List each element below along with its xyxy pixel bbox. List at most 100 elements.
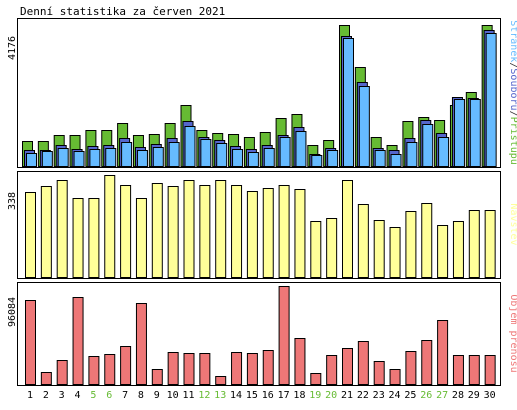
bar-middle-n-v-t-v-11	[183, 180, 195, 278]
bar-middle-n-v-t-v-29	[468, 210, 480, 278]
bar-middle-n-v-t-v-4	[72, 198, 84, 278]
x-tick-label-30: 30	[484, 390, 496, 401]
legend-label-bottom: Objem přenosu	[508, 294, 517, 372]
bar-top-str-nek-30	[485, 33, 497, 167]
x-tick-label-22: 22	[357, 390, 369, 401]
bar-bottom-objem-p-enosu-26	[421, 340, 433, 385]
y-max-label-middle: 338	[7, 192, 18, 210]
x-tick-label-12: 12	[198, 390, 210, 401]
bar-middle-n-v-t-v-21	[342, 180, 353, 278]
bar-top-str-nek-28	[453, 99, 465, 167]
bar-top-str-nek-29	[469, 99, 481, 167]
panel-frame-top	[17, 18, 501, 168]
legend-label-part: Souborů	[508, 68, 517, 110]
chart-title: Denní statistika za červen 2021	[20, 5, 225, 18]
legend-label-part: Stránek	[508, 20, 517, 62]
bar-bottom-objem-p-enosu-9	[151, 369, 163, 385]
bar-middle-n-v-t-v-1	[25, 192, 36, 278]
bar-middle-n-v-t-v-24	[389, 227, 401, 278]
bar-bottom-objem-p-enosu-8	[135, 303, 147, 385]
bar-bottom-objem-p-enosu-11	[183, 353, 195, 385]
x-tick-label-17: 17	[278, 390, 290, 401]
bar-bottom-objem-p-enosu-20	[326, 355, 338, 385]
x-tick-label-16: 16	[262, 390, 274, 401]
bar-top-str-nek-10	[168, 142, 180, 167]
bar-top-str-nek-14	[232, 149, 244, 167]
bar-middle-n-v-t-v-28	[452, 221, 464, 278]
x-tick-label-5: 5	[90, 390, 96, 401]
bar-bottom-objem-p-enosu-14	[231, 352, 243, 385]
bar-top-str-nek-21	[343, 38, 354, 167]
panel-frame-bottom	[17, 282, 501, 386]
legend-label-part: /	[508, 62, 517, 68]
bar-middle-n-v-t-v-12	[199, 185, 211, 278]
bar-middle-n-v-t-v-13	[215, 180, 227, 278]
legend-label-middle: Návštěv	[508, 203, 517, 245]
bar-top-str-nek-26	[422, 124, 434, 167]
bar-top-str-nek-23	[374, 150, 386, 167]
bar-bottom-objem-p-enosu-13	[215, 376, 227, 385]
panels: 4176Stránek/Souborů/Přístupů338Návštěv96…	[7, 18, 517, 401]
bar-top-str-nek-17	[279, 137, 291, 167]
x-tick-label-14: 14	[230, 390, 242, 401]
bar-middle-n-v-t-v-14	[231, 185, 243, 278]
legend-label-top: Stránek/Souborů/Přístupů	[508, 20, 517, 165]
y-max-label-bottom: 96084	[7, 297, 18, 327]
bar-bottom-objem-p-enosu-6	[104, 354, 116, 385]
x-tick-label-29: 29	[468, 390, 480, 401]
bar-middle-n-v-t-v-2	[40, 186, 52, 278]
bar-bottom-objem-p-enosu-28	[452, 355, 464, 385]
bar-bottom-objem-p-enosu-12	[199, 353, 211, 385]
bar-top-str-nek-4	[73, 151, 85, 167]
bar-middle-n-v-t-v-22	[357, 204, 369, 278]
bar-top-str-nek-13	[216, 143, 228, 167]
x-tick-label-15: 15	[246, 390, 258, 401]
x-tick-label-4: 4	[75, 390, 81, 401]
y-max-label-top: 4176	[7, 36, 18, 60]
bar-bottom-objem-p-enosu-18	[294, 338, 306, 385]
bar-middle-n-v-t-v-10	[167, 186, 179, 278]
x-tick-label-21: 21	[341, 390, 353, 401]
bar-top-str-nek-8	[136, 150, 148, 167]
x-tick-label-8: 8	[138, 390, 144, 401]
bar-middle-n-v-t-v-7	[120, 185, 132, 278]
x-tick-label-9: 9	[154, 390, 160, 401]
bar-top-str-nek-12	[200, 139, 212, 167]
bar-top-str-nek-6	[105, 148, 117, 167]
bar-top-str-nek-22	[358, 86, 370, 167]
bar-middle-n-v-t-v-8	[135, 198, 147, 278]
bar-top-str-nek-24	[390, 154, 402, 167]
bar-middle-n-v-t-v-15	[246, 191, 258, 278]
bar-middle-n-v-t-v-19	[310, 221, 322, 278]
bar-middle-n-v-t-v-3	[56, 180, 68, 278]
bar-bottom-objem-p-enosu-5	[88, 356, 100, 385]
bar-top-str-nek-19	[311, 155, 323, 167]
bar-middle-n-v-t-v-6	[104, 175, 116, 278]
bar-middle-n-v-t-v-20	[326, 218, 338, 278]
x-tick-label-1: 1	[27, 390, 33, 401]
legend-label-part: Přístupů	[508, 117, 517, 165]
bar-top-str-nek-25	[406, 142, 418, 167]
x-tick-label-2: 2	[43, 390, 49, 401]
x-tick-label-28: 28	[452, 390, 464, 401]
bar-bottom-objem-p-enosu-30	[484, 355, 496, 385]
legend-label-part: /	[508, 111, 517, 117]
bar-middle-n-v-t-v-27	[437, 225, 449, 278]
x-tick-label-23: 23	[373, 390, 385, 401]
bar-middle-n-v-t-v-16	[262, 188, 274, 278]
bar-bottom-objem-p-enosu-23	[373, 361, 385, 385]
x-tick-label-3: 3	[59, 390, 65, 401]
bar-middle-n-v-t-v-18	[294, 189, 306, 278]
x-tick-label-11: 11	[182, 390, 194, 401]
bar-top-str-nek-3	[57, 148, 69, 167]
bar-bottom-objem-p-enosu-10	[167, 352, 179, 385]
bar-top-str-nek-9	[152, 147, 164, 167]
bar-middle-n-v-t-v-26	[421, 203, 433, 278]
x-tick-label-13: 13	[214, 390, 226, 401]
bar-bottom-objem-p-enosu-29	[468, 355, 480, 385]
bar-bottom-objem-p-enosu-2	[40, 372, 52, 385]
bar-top-str-nek-5	[89, 149, 101, 167]
x-tick-label-24: 24	[389, 390, 401, 401]
